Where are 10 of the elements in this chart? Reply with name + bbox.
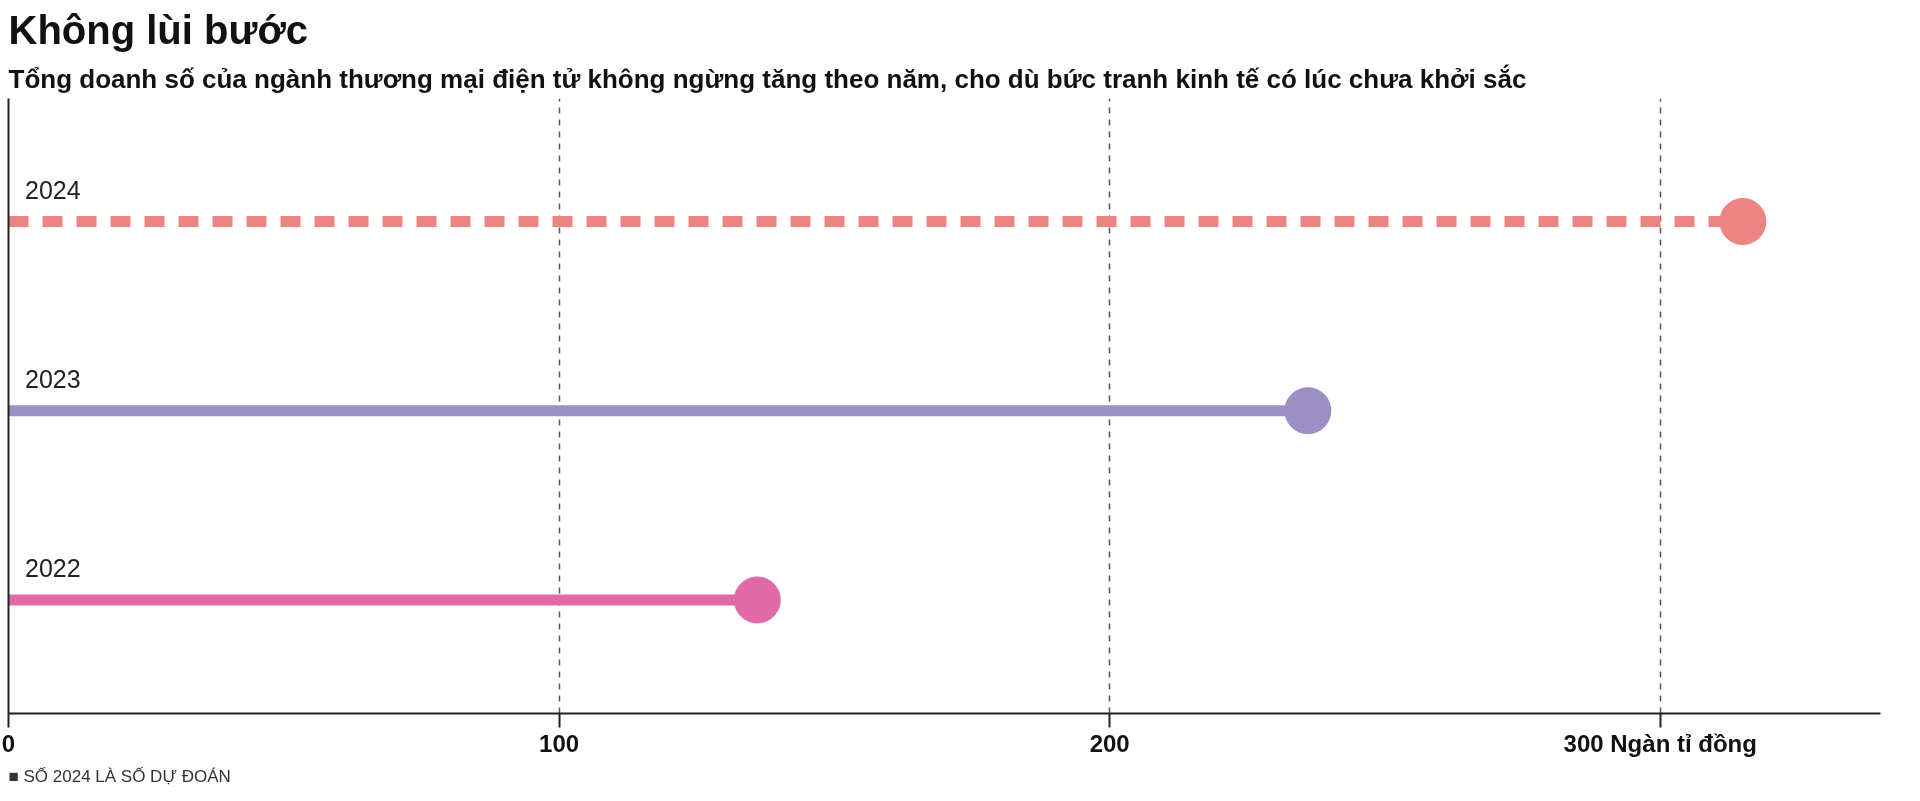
x-tick-label: 200	[1089, 729, 1130, 757]
chart-title: Không lùi bước	[8, 7, 309, 52]
x-tick-label: 100	[539, 729, 580, 757]
text: ■ SỐ 2024 LÀ SỐ DỰ ĐOÁN	[8, 765, 231, 786]
chart-subtitle: Tổng doanh số của ngành thương mại điện tử không ngừng tăng theo năm, cho dù bức tranh kinh tế có lúc chưa khởi sắc	[8, 63, 1527, 94]
y-tick-label: 2024	[25, 175, 81, 204]
x-tick-label: 300 Ngàn tỉ đồng	[1563, 729, 1757, 757]
y-tick-label: 2023	[25, 365, 81, 394]
x-tick-label: 0	[1, 729, 16, 757]
y-tick-label: 2022	[25, 554, 81, 583]
